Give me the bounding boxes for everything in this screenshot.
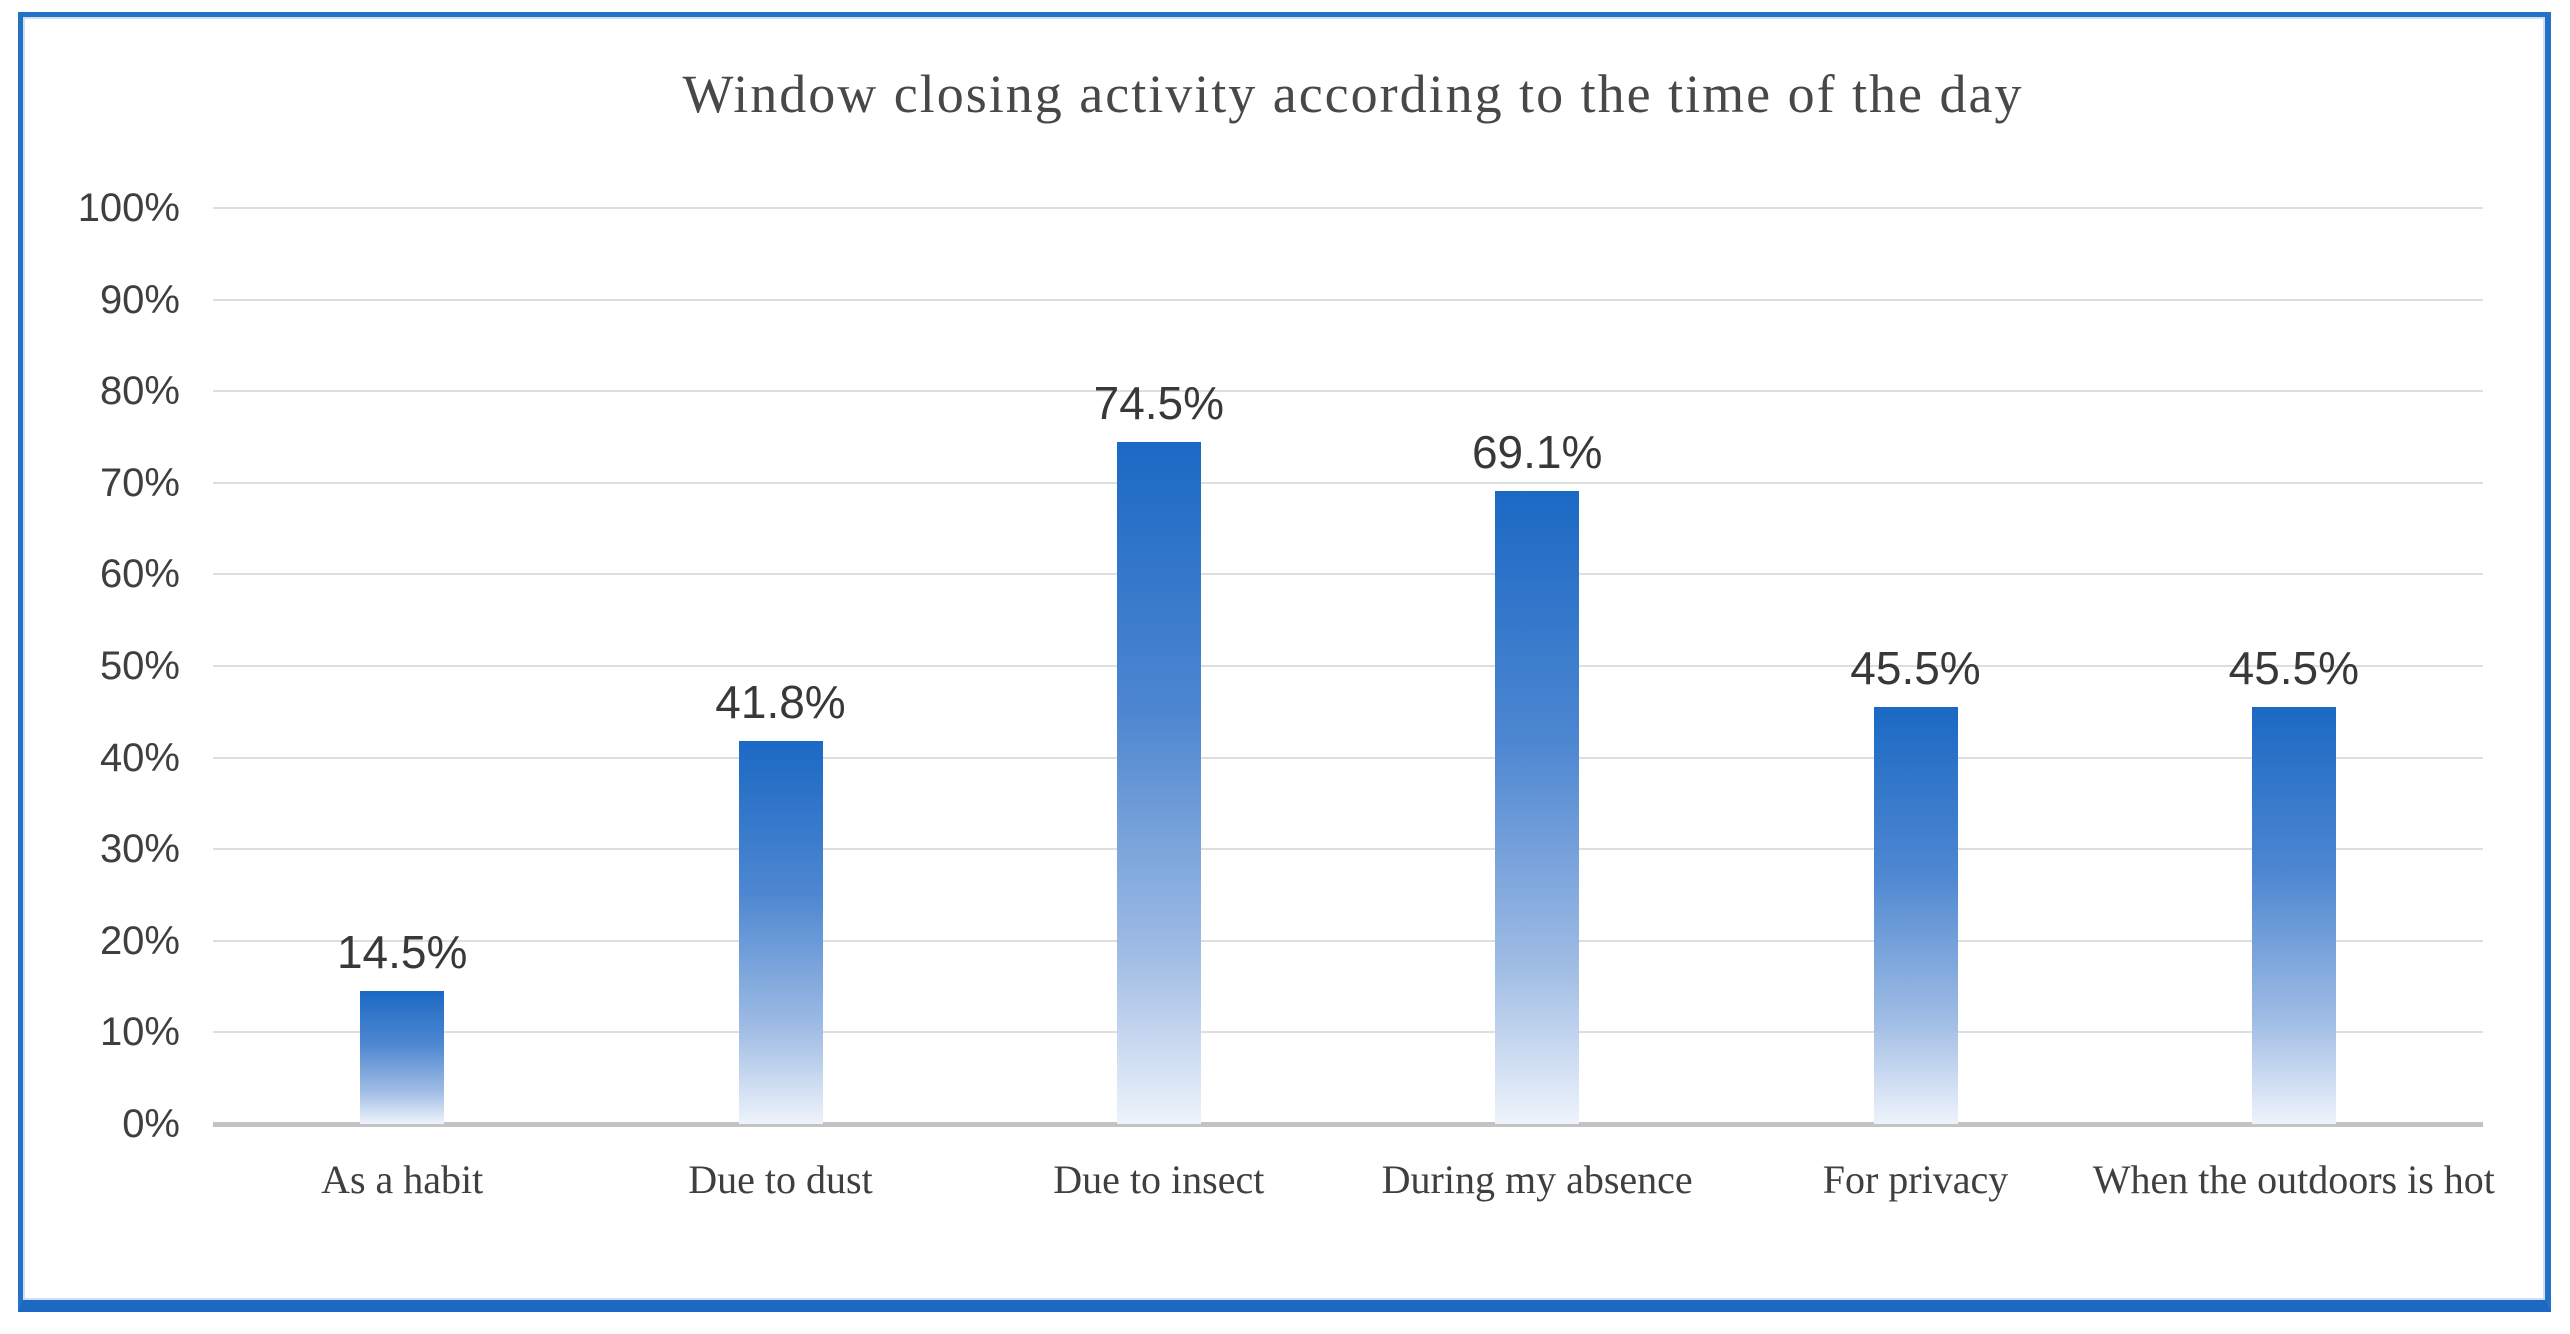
gridline [213,390,2483,393]
gridline [213,665,2483,667]
bar-value-label: 69.1% [1471,426,1603,479]
gridline [213,573,2483,576]
gridline [213,939,2483,942]
y-axis-tick-label: 50% [99,644,180,688]
bar-value-label: 45.5% [2228,642,2360,695]
bar [2251,707,2336,1124]
x-axis-category-label: During my absence [1381,1157,1693,1202]
bar [738,741,823,1124]
bar [1495,491,1580,1124]
gridline [213,756,2483,759]
y-axis-tick-label: 70% [99,460,180,505]
y-axis-tick-label: 30% [99,827,180,872]
y-axis-tick-label: 60% [99,552,180,597]
bar-value-label: 74.5% [1093,376,1225,429]
x-axis-line [213,1122,2483,1127]
x-axis-category-label: Due to dust [688,1157,873,1202]
gridline [213,1031,2483,1034]
y-axis-tick-label: 20% [99,918,180,963]
gridline [213,298,2483,301]
x-axis-category-label: When the outdoors is hot [2092,1157,2495,1202]
gridline [213,207,2483,209]
y-axis-tick-label: 40% [99,735,180,780]
bar [1116,441,1201,1124]
x-axis-category-label: For privacy [1822,1157,2009,1202]
y-axis-tick-label: 80% [99,369,180,414]
y-axis-tick-label: 0% [122,1102,180,1146]
y-axis-tick-label: 10% [99,1010,180,1055]
bar [360,991,445,1124]
x-axis-category-label: Due to insect [1053,1157,1265,1202]
bar-value-label: 14.5% [336,926,468,979]
y-axis-tick-label: 90% [99,277,180,322]
gridline [213,481,2483,484]
gridline [213,848,2483,851]
chart-title: Window closing activity according to the… [682,64,2024,124]
bar [1873,707,1958,1124]
y-axis-tick-label: 100% [77,186,180,230]
bar-value-label: 45.5% [1850,642,1981,695]
bar-value-label: 41.8% [715,676,846,729]
x-axis-category-label: As a habit [321,1157,484,1202]
